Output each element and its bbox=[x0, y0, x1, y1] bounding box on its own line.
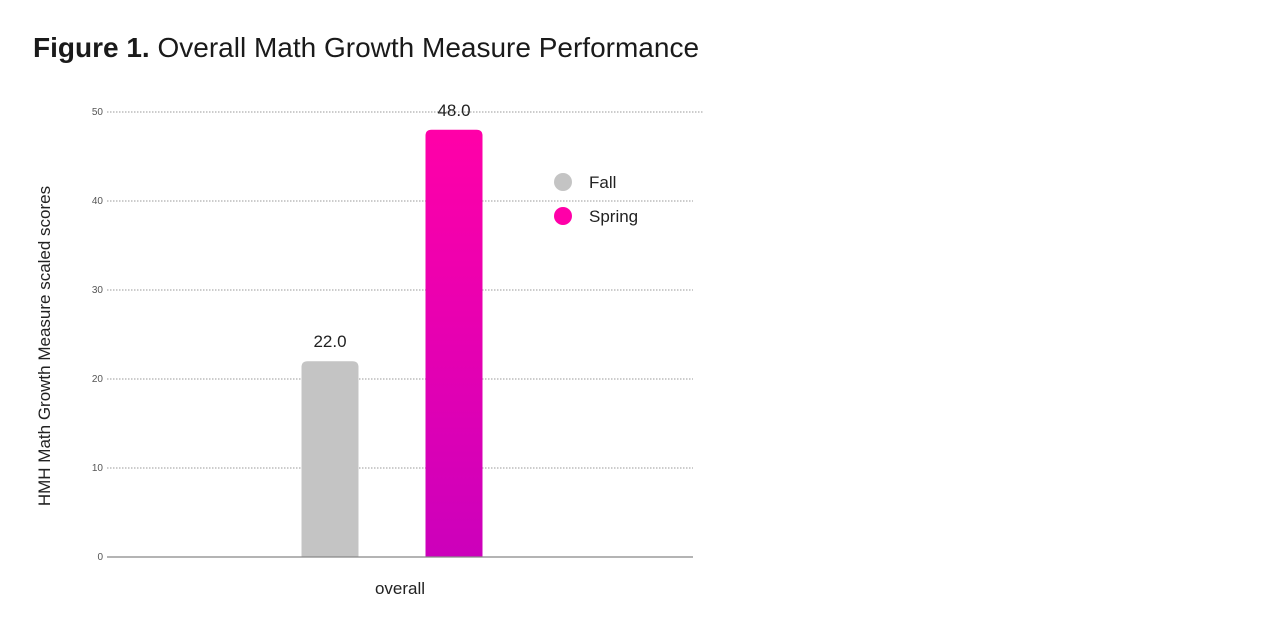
legend-marker-fall bbox=[554, 173, 572, 191]
legend-label-fall: Fall bbox=[589, 173, 616, 192]
y-tick-label-50: 50 bbox=[92, 107, 104, 118]
legend-label-spring: Spring bbox=[589, 207, 638, 226]
y-tick-label-20: 20 bbox=[92, 374, 104, 385]
y-tick-label-10: 10 bbox=[92, 463, 104, 474]
y-tick-label-30: 30 bbox=[92, 285, 104, 296]
y-axis-label: HMH Math Growth Measure scaled scores bbox=[35, 186, 54, 506]
gridlines bbox=[107, 111, 703, 469]
legend-marker-spring bbox=[554, 207, 572, 225]
data-label-spring: 48.0 bbox=[437, 101, 470, 120]
figure-title: Overall Math Growth Measure Performance bbox=[157, 32, 700, 63]
bar-spring bbox=[425, 129, 483, 558]
x-axis-label: overall bbox=[375, 579, 425, 598]
data-label-fall: 22.0 bbox=[313, 332, 346, 351]
figure-number: Figure 1. bbox=[33, 32, 150, 63]
legend: Fall Spring bbox=[554, 173, 638, 226]
bar-fall bbox=[301, 361, 359, 557]
y-tick-label-40: 40 bbox=[92, 196, 104, 207]
y-axis-ticks: 0 10 20 30 40 50 bbox=[92, 107, 104, 563]
data-labels: 22.0 48.0 bbox=[313, 101, 470, 351]
bars bbox=[301, 129, 483, 558]
y-tick-label-0: 0 bbox=[97, 552, 103, 563]
chart-title: Figure 1. Overall Math Growth Measure Pe… bbox=[33, 30, 699, 66]
